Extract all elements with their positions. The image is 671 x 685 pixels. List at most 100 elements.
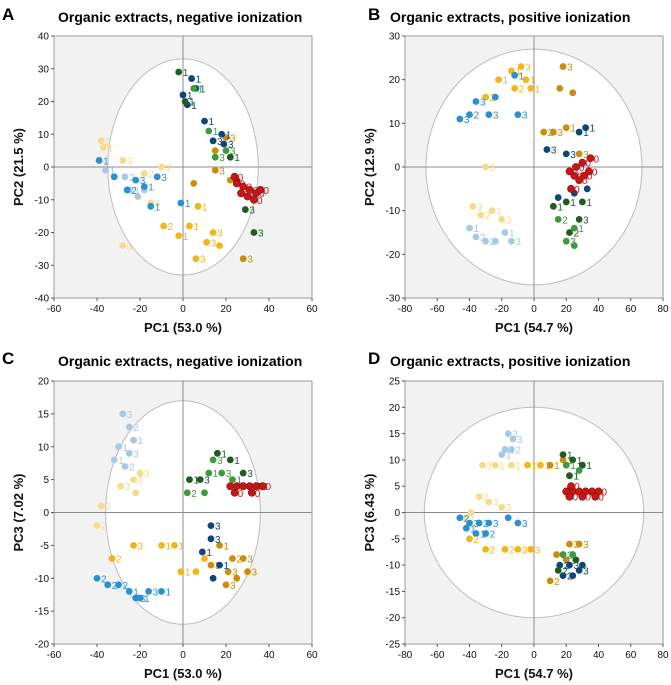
data-point	[216, 561, 223, 569]
data-point	[469, 202, 477, 210]
point-label: 0	[574, 482, 580, 493]
point-label: 3	[153, 587, 159, 598]
data-point	[549, 128, 557, 136]
series-red: 000000000	[565, 154, 599, 196]
data-point	[575, 128, 583, 136]
point-label: 1	[570, 124, 576, 135]
point-label: 2	[464, 514, 470, 525]
data-point	[220, 140, 228, 148]
data-point	[250, 195, 258, 204]
point-label: 1	[166, 163, 172, 174]
data-point	[495, 76, 502, 84]
data-point	[239, 555, 247, 562]
x-tick-label: 0	[531, 304, 537, 315]
data-point	[456, 514, 464, 522]
data-point	[578, 561, 586, 569]
data-point	[222, 581, 230, 589]
data-point	[110, 456, 118, 464]
point-label: 3	[535, 545, 541, 556]
data-point	[472, 530, 480, 537]
data-point	[477, 211, 485, 219]
point-label: 3	[249, 206, 255, 217]
point-label: 1	[191, 101, 197, 112]
data-point	[556, 561, 564, 569]
point-label: 2	[509, 545, 515, 556]
data-point	[479, 461, 486, 469]
data-point	[239, 255, 247, 263]
data-point	[93, 522, 101, 530]
data-point	[136, 594, 144, 602]
point-label: 1	[155, 202, 161, 213]
data-point	[559, 451, 567, 459]
data-point	[145, 588, 153, 595]
point-label: 3	[486, 461, 492, 472]
point-label: 2	[519, 84, 525, 95]
point-label: 0	[574, 185, 580, 196]
data-point	[108, 555, 116, 562]
point-label: 3	[127, 242, 133, 253]
panel-label: D	[368, 349, 380, 368]
y-tick-label: 40	[38, 32, 50, 43]
point-label: 2	[105, 502, 111, 513]
data-point	[575, 216, 583, 223]
y-tick-label: 25	[389, 377, 401, 388]
data-point	[491, 93, 499, 101]
data-point	[132, 489, 140, 497]
y-tick-label: -30	[35, 261, 50, 272]
series-yellow: 23 1 11	[108, 541, 208, 579]
point-label: 0	[585, 159, 591, 170]
chart-title: Organic extracts, negative ionization	[58, 9, 302, 25]
data-point	[575, 467, 583, 474]
data-point	[183, 489, 191, 497]
y-axis-label: PC3 (6.43 %)	[362, 473, 377, 551]
x-tick-label: 20	[220, 650, 232, 661]
series-red: 000000000	[230, 173, 269, 207]
data-point	[119, 157, 127, 164]
data-point	[562, 556, 570, 564]
point-label: 1	[202, 202, 208, 213]
data-point	[567, 184, 575, 193]
data-point	[491, 237, 499, 245]
data-point	[125, 423, 133, 431]
panel-c: C Organic extracts, negative ionization -6…	[2, 349, 318, 681]
y-tick-label: 0	[43, 163, 49, 174]
data-point	[565, 492, 574, 501]
point-label: 0	[582, 176, 588, 187]
x-tick-label: 20	[561, 650, 573, 661]
data-point	[466, 224, 473, 232]
point-label: 3	[522, 519, 528, 530]
data-point	[466, 535, 473, 543]
data-point	[130, 476, 137, 484]
point-label: 0	[263, 186, 269, 197]
point-label: 1	[586, 461, 592, 472]
data-point	[216, 541, 223, 549]
y-tick-label: 0	[394, 508, 400, 519]
point-label: 3	[551, 146, 557, 157]
point-label: 3	[133, 449, 139, 460]
point-label: 3	[217, 229, 223, 240]
series-green: 12	[559, 461, 583, 562]
data-point	[140, 183, 148, 191]
y-axis-label: PC3 (7.02 %)	[11, 473, 26, 551]
data-point	[177, 568, 185, 576]
x-tick-label: 0	[531, 650, 537, 661]
data-point	[211, 166, 219, 174]
point-label: 1	[470, 524, 476, 535]
data-point	[482, 237, 490, 245]
data-point	[559, 63, 567, 70]
x-tick-label: 20	[561, 304, 573, 315]
data-point	[511, 85, 519, 92]
point-label: 3	[144, 469, 150, 480]
point-label: 0	[255, 489, 261, 500]
data-point	[556, 85, 564, 92]
data-point	[130, 541, 137, 549]
y-tick-label: -5	[40, 541, 49, 552]
series-dark-green: 1 1 112	[554, 451, 592, 577]
point-label: 3	[506, 215, 512, 226]
point-label: 2	[480, 233, 486, 244]
series-light-yellow: 3 1 12 3 33	[461, 461, 521, 525]
